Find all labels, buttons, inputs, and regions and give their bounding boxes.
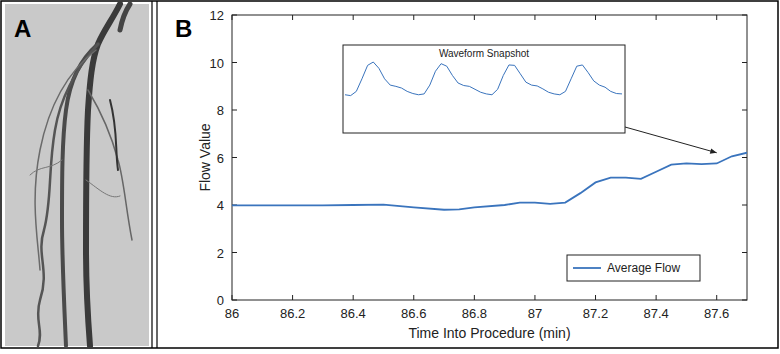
data-group: [232, 153, 747, 210]
y-tick: [742, 62, 747, 63]
x-tick: [716, 295, 717, 300]
y-tick: [232, 62, 237, 63]
inset-arrow: [625, 127, 717, 153]
x-tick-label: 86.2: [280, 306, 305, 321]
y-tick: [742, 157, 747, 158]
angiogram-image: [5, 4, 149, 346]
legend-swatch: [573, 267, 601, 269]
panel-divider: [151, 1, 152, 348]
x-tick: [595, 15, 596, 20]
y-tick: [742, 300, 747, 301]
y-tick-label: 10: [210, 56, 224, 71]
y-tick: [742, 15, 747, 16]
legend-box: [567, 255, 700, 281]
y-tick-label: 2: [217, 246, 224, 261]
x-tick: [232, 15, 233, 20]
y-tick-label: 8: [217, 103, 224, 118]
vessel: [86, 180, 120, 197]
y-tick: [742, 252, 747, 253]
inset: Waveform Snapshot: [343, 45, 625, 133]
x-tick: [656, 15, 657, 20]
x-tick-label: 86.8: [462, 306, 487, 321]
x-tick: [232, 295, 233, 300]
arrow-head: [710, 148, 717, 153]
legend: Average Flow: [567, 255, 700, 281]
x-tick: [534, 295, 535, 300]
legend-label: Average Flow: [607, 261, 680, 275]
y-tick: [232, 110, 237, 111]
vessel: [88, 90, 132, 240]
inset-waveform: [345, 62, 622, 96]
x-tick-label: 87.4: [643, 306, 668, 321]
x-tick-label: 86.6: [401, 306, 426, 321]
x-axis-label: Time Into Procedure (min): [408, 325, 570, 341]
x-tick-label: 87: [528, 306, 542, 321]
figure: A B 86 86.2 86.4 86.6 86.8 87 87.2 87.4 87.6 0 2 4 6 8 1…: [0, 0, 780, 354]
y-tick: [742, 110, 747, 111]
panel-divider: [156, 1, 157, 348]
vessel: [86, 4, 120, 346]
y-tick: [232, 300, 237, 301]
panel-label: A: [14, 15, 31, 42]
x-tick-label: 87.6: [704, 306, 729, 321]
y-axis-label: Flow Value: [197, 123, 213, 191]
x-tick: [656, 295, 657, 300]
x-tick: [353, 15, 354, 20]
x-tick: [413, 295, 414, 300]
x-tick: [413, 15, 414, 20]
vessel: [30, 160, 62, 175]
x-tick-label: 86: [225, 306, 239, 321]
vessel: [120, 4, 130, 30]
image-background: [5, 4, 149, 346]
x-tick: [534, 15, 535, 20]
y-tick-label: 4: [217, 198, 224, 213]
y-tick: [232, 252, 237, 253]
x-tick: [474, 295, 475, 300]
x-tick-label: 86.4: [341, 306, 366, 321]
line-series: [232, 153, 747, 210]
figure-frame: [1, 1, 778, 348]
x-tick: [353, 295, 354, 300]
x-tick: [595, 295, 596, 300]
y-tick: [232, 15, 237, 16]
y-tick: [232, 157, 237, 158]
inset-box: [343, 45, 625, 133]
x-tick: [716, 15, 717, 20]
x-tick-label: 87.2: [583, 306, 608, 321]
y-tick-label: 6: [217, 151, 224, 166]
y-tick-label: 12: [210, 8, 224, 23]
vessel: [35, 50, 96, 270]
x-tick: [474, 15, 475, 20]
y-tick-label: 0: [217, 293, 224, 308]
inset-title: Waveform Snapshot: [439, 48, 529, 59]
x-tick: [292, 295, 293, 300]
y-tick: [742, 205, 747, 206]
vessel: [38, 44, 98, 346]
plot-frame: [232, 15, 747, 300]
panel-label: B: [175, 15, 192, 42]
vessel: [110, 100, 118, 170]
x-tick: [292, 15, 293, 20]
